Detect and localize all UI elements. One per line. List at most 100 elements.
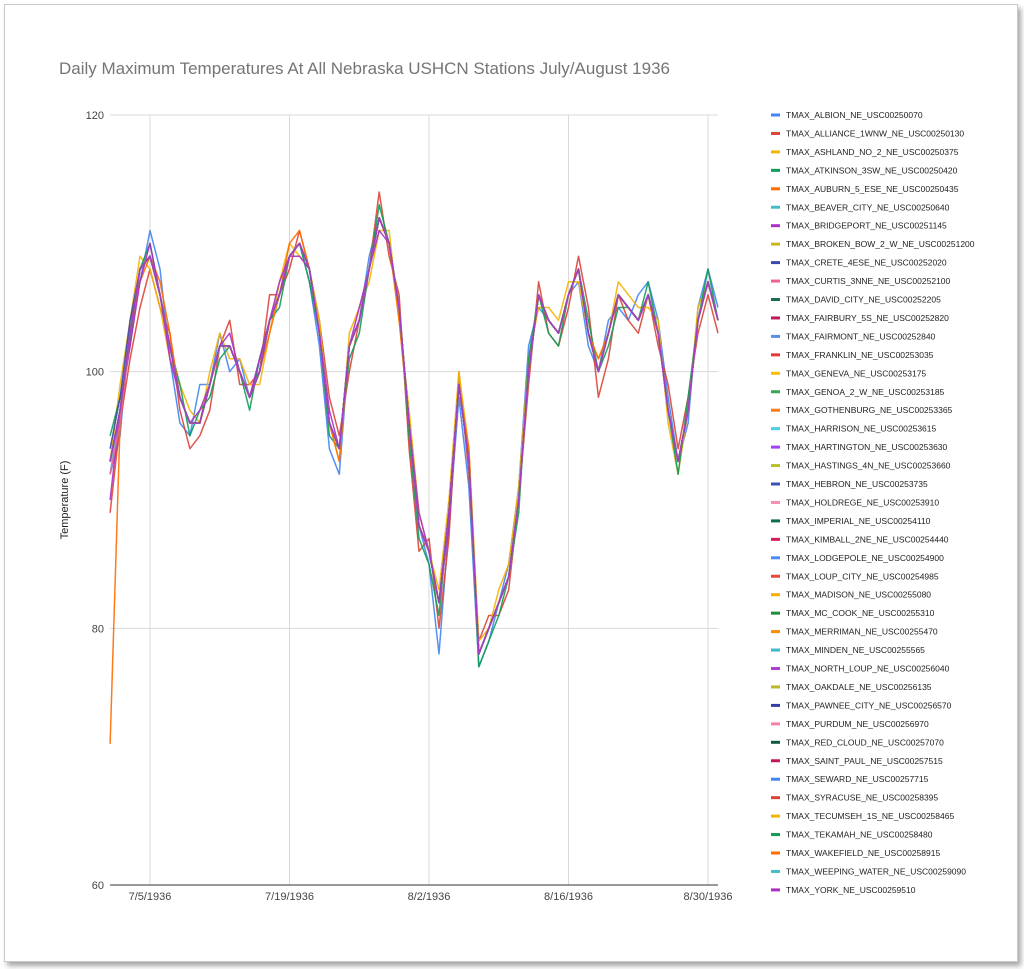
series-line — [109, 216, 719, 655]
series-line — [109, 204, 719, 668]
series-line — [109, 216, 719, 655]
legend-label: TMAX_WAKEFIELD_NE_USC00258915 — [786, 848, 940, 858]
series-line — [109, 216, 719, 655]
legend-label: TMAX_ASHLAND_NO_2_NE_USC00250375 — [786, 147, 959, 157]
legend-label: TMAX_BRIDGEPORT_NE_USC00251145 — [786, 221, 947, 231]
series-line — [109, 216, 719, 655]
series-line — [109, 216, 719, 655]
series-line — [109, 216, 719, 655]
legend-label: TMAX_MINDEN_NE_USC00255565 — [786, 645, 925, 655]
legend-label: TMAX_IMPERIAL_NE_USC00254110 — [786, 516, 931, 526]
legend-label: TMAX_TEKAMAH_NE_USC00258480 — [786, 830, 933, 840]
legend-label: TMAX_AUBURN_5_ESE_NE_USC00250435 — [786, 184, 959, 194]
legend-label: TMAX_YORK_NE_USC00259510 — [786, 885, 916, 895]
series-line — [109, 191, 719, 642]
series-line — [109, 216, 719, 655]
legend-label: TMAX_KIMBALL_2NE_NE_USC00254440 — [786, 534, 949, 544]
series-line — [109, 216, 719, 655]
series-line — [109, 216, 719, 655]
series-line — [109, 216, 719, 655]
series-line — [109, 229, 719, 655]
series-line — [109, 216, 719, 655]
series-line — [109, 216, 719, 655]
series-line — [109, 216, 719, 655]
legend-label: TMAX_GENOA_2_W_NE_USC00253185 — [786, 387, 945, 397]
series-line — [109, 216, 719, 655]
series-line — [109, 216, 719, 655]
series-line — [109, 216, 719, 655]
legend-label: TMAX_FAIRMONT_NE_USC00252840 — [786, 331, 936, 341]
series-line — [109, 216, 719, 655]
axes: 60 80 100 120 7/5/1936 7/19/1936 8/2/1936 8/16/… — [86, 110, 733, 903]
series-line — [109, 216, 719, 655]
series-line — [109, 216, 719, 655]
legend-label: TMAX_RED_CLOUD_NE_USC00257070 — [786, 737, 944, 747]
y-tick-label: 80 — [92, 623, 104, 635]
series-line — [109, 216, 719, 655]
x-tick-label: 8/16/1936 — [544, 891, 593, 903]
legend-label: TMAX_GENEVA_NE_USC00253175 — [786, 368, 926, 378]
y-tick-label: 120 — [86, 110, 104, 122]
legend-label: TMAX_ALBION_NE_USC00250070 — [786, 110, 923, 120]
legend-label: TMAX_LODGEPOLE_NE_USC00254900 — [786, 553, 944, 563]
legend-label: TMAX_FAIRBURY_5S_NE_USC00252820 — [786, 313, 949, 323]
legend-label: TMAX_ALLIANCE_1WNW_NE_USC00250130 — [786, 128, 964, 138]
series-line — [109, 216, 719, 668]
legend-label: TMAX_BEAVER_CITY_NE_USC00250640 — [786, 202, 950, 212]
series-line — [109, 216, 719, 655]
legend-label: TMAX_CRETE_4ESE_NE_USC00252020 — [786, 258, 947, 268]
series-line — [109, 216, 719, 655]
y-tick-label: 100 — [86, 367, 104, 379]
legend-label: TMAX_PURDUM_NE_USC00256970 — [786, 719, 929, 729]
legend-label: TMAX_NORTH_LOUP_NE_USC00256040 — [786, 664, 950, 674]
series-line — [109, 216, 719, 655]
legend-label: TMAX_SEWARD_NE_USC00257715 — [786, 774, 929, 784]
legend-label: TMAX_HARTINGTON_NE_USC00253630 — [786, 442, 948, 452]
series-line — [109, 216, 719, 655]
x-tick-label: 8/2/1936 — [408, 891, 451, 903]
legend-label: TMAX_MADISON_NE_USC00255080 — [786, 590, 931, 600]
legend-label: TMAX_SYRACUSE_NE_USC00258395 — [786, 793, 938, 803]
legend-label: TMAX_HASTINGS_4N_NE_USC00253660 — [786, 461, 951, 471]
x-tick-label: 7/5/1936 — [129, 891, 172, 903]
legend-label: TMAX_HARRISON_NE_USC00253615 — [786, 424, 937, 434]
legend-label: TMAX_OAKDALE_NE_USC00256135 — [786, 682, 932, 692]
legend-label: TMAX_HOLDREGE_NE_USC00253910 — [786, 497, 939, 507]
y-axis-title: Temperature (F) — [59, 461, 71, 540]
series-line — [109, 229, 719, 642]
series-line — [109, 216, 719, 655]
chart-title: Daily Maximum Temperatures At All Nebras… — [59, 59, 670, 78]
legend-label: TMAX_DAVID_CITY_NE_USC00252205 — [786, 295, 941, 305]
legend-label: TMAX_CURTIS_3NNE_NE_USC00252100 — [786, 276, 951, 286]
legend-label: TMAX_LOUP_CITY_NE_USC00254985 — [786, 571, 939, 581]
legend-label: TMAX_MERRIMAN_NE_USC00255470 — [786, 627, 938, 637]
x-tick-label: 7/19/1936 — [265, 891, 314, 903]
legend-label: TMAX_ATKINSON_3SW_NE_USC00250420 — [786, 165, 958, 175]
legend-label: TMAX_BROKEN_BOW_2_W_NE_USC00251200 — [786, 239, 975, 249]
series-line — [109, 216, 719, 655]
series-line — [109, 216, 719, 655]
legend-label: TMAX_MC_COOK_NE_USC00255310 — [786, 608, 935, 618]
series-line — [109, 216, 719, 655]
legend-label: TMAX_SAINT_PAUL_NE_USC00257515 — [786, 756, 943, 766]
legend-label: TMAX_PAWNEE_CITY_NE_USC00256570 — [786, 700, 952, 710]
legend-label: TMAX_FRANKLIN_NE_USC00253035 — [786, 350, 934, 360]
series-line — [109, 216, 719, 655]
series-line — [109, 216, 719, 655]
legend: TMAX_ALBION_NE_USC00250070 TMAX_ALLIANCE_… — [771, 110, 975, 895]
series-line — [109, 216, 719, 655]
legend-label: TMAX_HEBRON_NE_USC00253735 — [786, 479, 928, 489]
series-line — [109, 216, 719, 655]
series-line — [109, 216, 719, 655]
legend-label: TMAX_TECUMSEH_1S_NE_USC00258465 — [786, 811, 954, 821]
series-line — [109, 216, 719, 655]
y-tick-label: 60 — [92, 880, 104, 892]
x-tick-label: 8/30/1936 — [684, 891, 733, 903]
series-line — [109, 216, 719, 655]
chart-frame — [4, 4, 1018, 962]
series-line — [109, 216, 719, 655]
series-lines — [109, 191, 719, 744]
legend-label: TMAX_GOTHENBURG_NE_USC00253365 — [786, 405, 953, 415]
series-line — [109, 216, 719, 655]
